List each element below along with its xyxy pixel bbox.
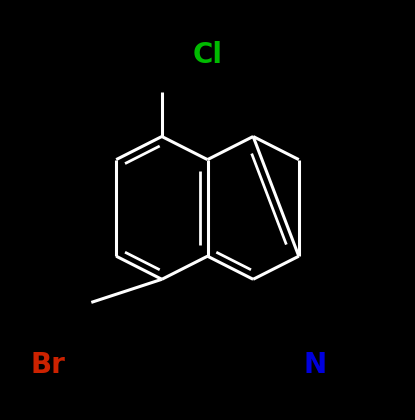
Text: Cl: Cl xyxy=(193,41,222,68)
Text: N: N xyxy=(304,352,327,379)
Text: Br: Br xyxy=(30,352,65,379)
